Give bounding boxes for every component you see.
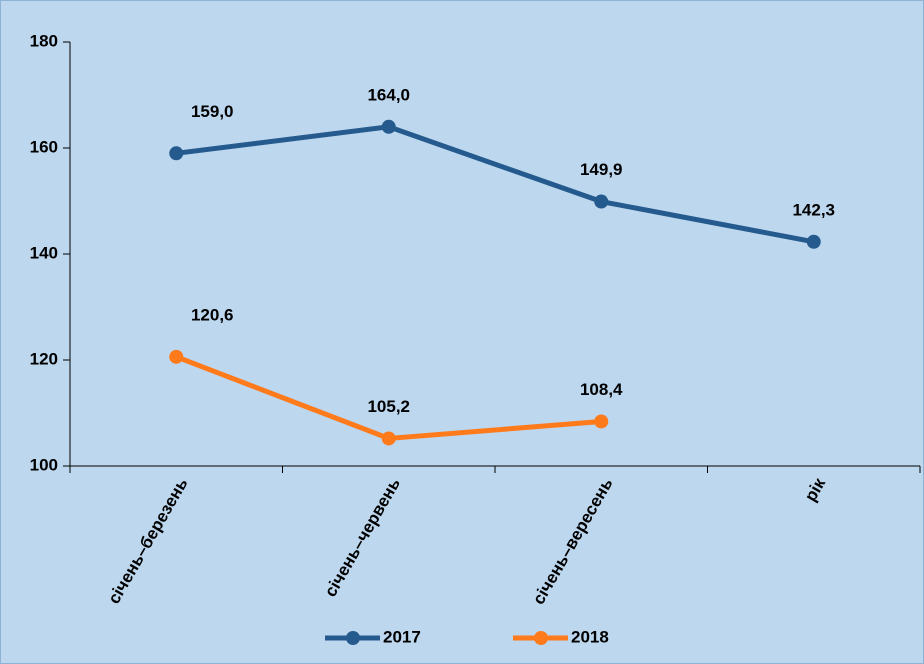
value-label: 142,3 (792, 200, 835, 219)
value-label: 159,0 (191, 102, 234, 121)
marker (169, 146, 184, 161)
value-label: 149,9 (580, 160, 623, 179)
marker (594, 194, 609, 209)
marker (381, 119, 396, 134)
value-label: 164,0 (367, 85, 410, 104)
legend-marker (346, 631, 360, 645)
legend-marker (534, 631, 548, 645)
legend-label: 2017 (383, 627, 421, 646)
value-label: 120,6 (191, 305, 234, 324)
y-tick-label: 100 (30, 455, 58, 474)
y-tick-label: 160 (30, 137, 58, 156)
marker (594, 414, 609, 429)
legend-label: 2018 (571, 627, 609, 646)
series-line (175, 124, 815, 245)
marker (381, 431, 396, 446)
value-label: 105,2 (367, 397, 410, 416)
marker (806, 234, 821, 249)
marker (169, 349, 184, 364)
y-tick-label: 140 (30, 243, 58, 262)
y-tick-label: 180 (30, 31, 58, 50)
value-label: 108,4 (580, 380, 623, 399)
y-tick-label: 120 (30, 349, 58, 368)
